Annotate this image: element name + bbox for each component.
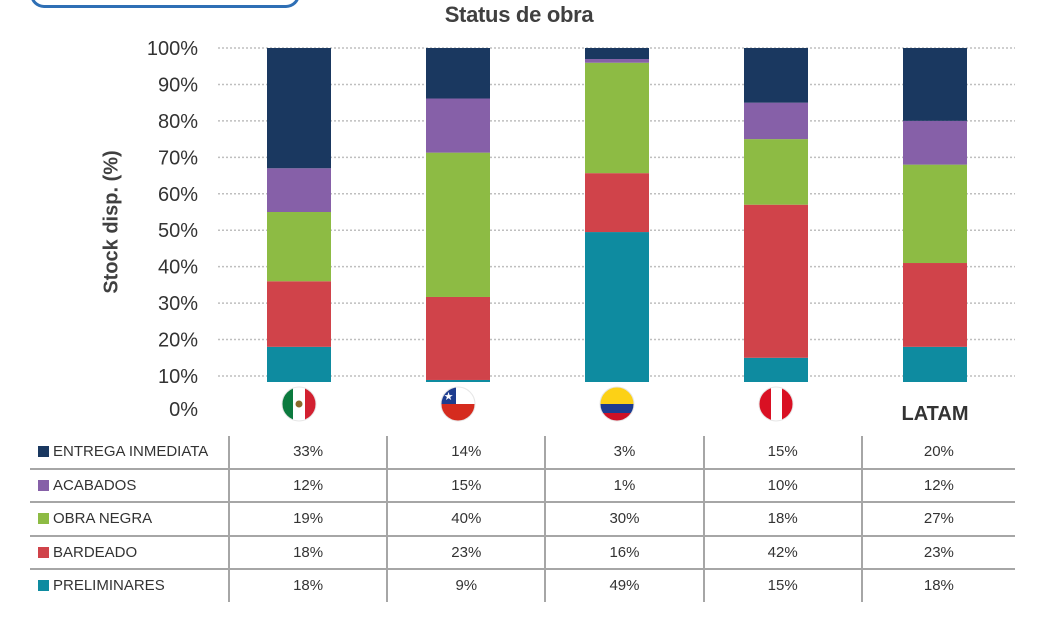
row-label: BARDEADO: [30, 535, 230, 570]
legend-swatch: [38, 580, 49, 592]
bar-segment-preliminares: [903, 346, 967, 382]
series-name: BARDEADO: [53, 543, 138, 561]
peru-flag-icon: [758, 386, 794, 422]
row-label: ENTREGA INMEDIATA: [30, 436, 230, 470]
table-cell: 30%: [545, 502, 705, 537]
bar-segment-bardeado: [585, 173, 649, 233]
category-label: LATAM: [901, 403, 968, 425]
chile-flag-icon: ★: [440, 386, 476, 422]
table-row: BARDEADO 18% 23% 16% 42% 23%: [30, 535, 1015, 570]
table-cell: 12%: [861, 468, 1015, 503]
legend-swatch: [38, 446, 49, 458]
row-label: OBRA NEGRA: [30, 502, 230, 537]
series-name: OBRA NEGRA: [53, 510, 153, 528]
row-label: ACABADOS: [30, 468, 230, 503]
table-cell: 49%: [545, 569, 705, 602]
table-row: ENTREGA INMEDIATA 33% 14% 3% 15% 20%: [30, 436, 1015, 470]
bar-segment-entrega-inmediata: [744, 48, 808, 103]
bar-segment-preliminares: [585, 232, 649, 382]
bar-segment-preliminares: [744, 357, 808, 382]
bar-segment-bardeado: [903, 263, 967, 347]
table-cell: 23%: [387, 535, 547, 570]
table-cell: 10%: [703, 468, 863, 503]
series-name: PRELIMINARES: [53, 577, 165, 595]
legend-swatch: [38, 513, 49, 525]
svg-text:★: ★: [444, 391, 454, 403]
table-cell: 42%: [703, 535, 863, 570]
y-tick-label: 0%: [169, 399, 198, 421]
y-tick-label: 10%: [158, 366, 198, 388]
table-cell: 15%: [703, 436, 863, 470]
table-cell: 3%: [545, 436, 705, 470]
chart-title: Status de obra: [444, 2, 594, 27]
legend-swatch: [38, 546, 49, 558]
bar-segment-bardeado: [267, 281, 331, 347]
y-tick-label: 60%: [158, 184, 198, 206]
bar-segment-obra-negra: [267, 212, 331, 282]
y-tick-label: 40%: [158, 257, 198, 279]
y-tick-label: 30%: [158, 293, 198, 315]
y-tick-label: 90%: [158, 74, 198, 96]
bar-segment-preliminares: [267, 346, 331, 382]
table-cell: 18%: [703, 502, 863, 537]
legend-swatch: [38, 479, 49, 491]
bar-segment-bardeado: [426, 296, 490, 380]
bar-segment-acabados: [585, 59, 649, 63]
bar-segment-obra-negra: [585, 62, 649, 174]
stacked-bar-chart: 0% 10% 20% 30% 40% 50% 60% 70% 80% 90% 100% ★ LATAM: [147, 38, 1015, 425]
bar-segment-obra-negra: [903, 164, 967, 264]
table-cell: 12%: [229, 468, 389, 503]
mexico-flag-icon: [281, 386, 317, 422]
table-cell: 18%: [229, 535, 389, 570]
data-table: ENTREGA INMEDIATA 33% 14% 3% 15% 20% ACABADOS 1…: [30, 436, 1015, 602]
table-cell: 15%: [703, 569, 863, 602]
y-tick-label: 100%: [147, 38, 198, 60]
table-cell: 33%: [229, 436, 389, 470]
bar-segment-entrega-inmediata: [585, 48, 649, 60]
bar-segment-bardeado: [744, 204, 808, 358]
table-cell: 1%: [545, 468, 705, 503]
series-name: ACABADOS: [53, 476, 137, 494]
bar-segment-entrega-inmediata: [426, 48, 490, 99]
bar-segment-entrega-inmediata: [903, 48, 967, 121]
table-cell: 20%: [861, 436, 1015, 470]
bar-segment-entrega-inmediata: [267, 48, 331, 169]
table-cell: 40%: [387, 502, 547, 537]
bar-segment-acabados: [744, 102, 808, 140]
bar-segment-acabados: [903, 120, 967, 165]
bar-segment-preliminares: [426, 379, 490, 382]
series-name: ENTREGA INMEDIATA: [53, 443, 209, 461]
y-tick-label: 70%: [158, 147, 198, 169]
colombia-flag-icon: [599, 386, 635, 422]
table-cell: 27%: [861, 502, 1015, 537]
bar-segment-obra-negra: [426, 152, 490, 297]
table-cell: 14%: [387, 436, 547, 470]
table-cell: 18%: [923, 577, 954, 595]
table-row: PRELIMINARES 18% 9% 49% 15% 18%: [30, 569, 1015, 602]
y-tick-label: 80%: [158, 111, 198, 133]
row-label: PRELIMINARES: [30, 569, 230, 602]
table-cell: 9%: [387, 569, 547, 602]
table-cell: 19%: [229, 502, 389, 537]
table-cell: 23%: [861, 535, 1015, 570]
table-row: ACABADOS 12% 15% 1% 10% 12%: [30, 468, 1015, 503]
bar-segment-acabados: [426, 98, 490, 153]
bar-segment-obra-negra: [744, 139, 808, 205]
bar-segment-acabados: [267, 168, 331, 212]
table-cell: 18%: [229, 569, 389, 602]
y-tick-label: 20%: [158, 330, 198, 352]
table-row: OBRA NEGRA 19% 40% 30% 18% 27%: [30, 502, 1015, 537]
table-cell: 16%: [545, 535, 705, 570]
y-tick-label: 50%: [158, 220, 198, 242]
table-cell: 15%: [387, 468, 547, 503]
